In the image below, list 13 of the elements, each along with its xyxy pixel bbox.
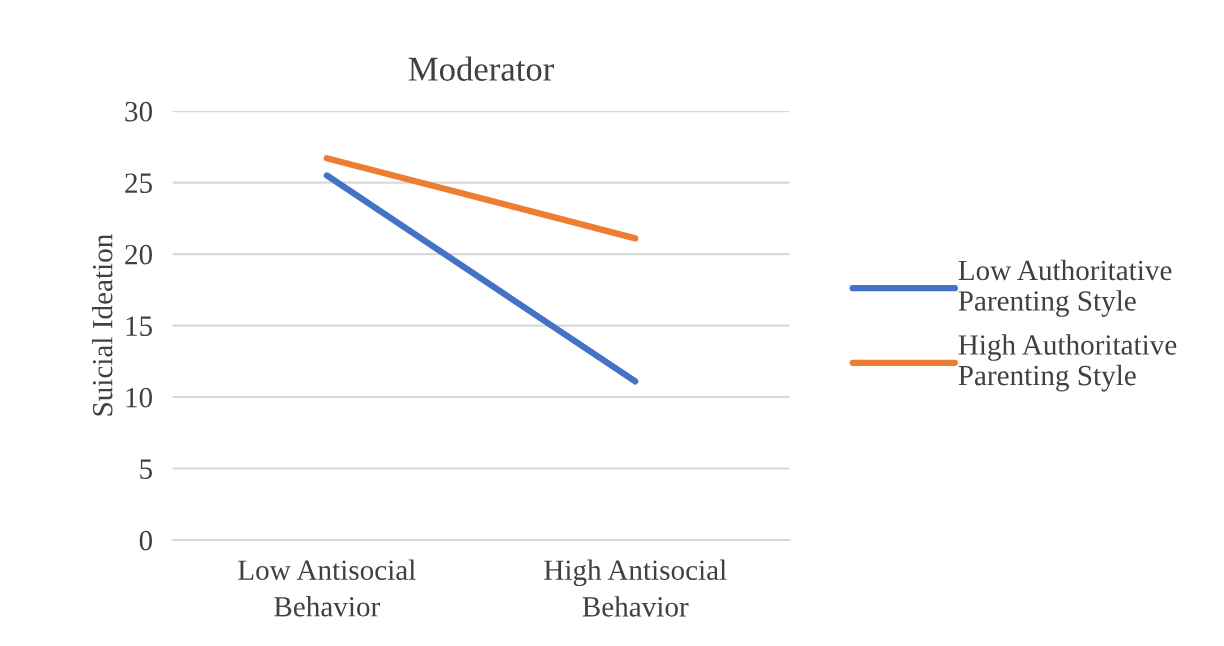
- legend-label: Low Authoritative Parenting Style: [958, 259, 1172, 317]
- y-tick-label: 30: [125, 101, 153, 122]
- y-tick-label: 25: [125, 173, 152, 194]
- x-tick-label: Low Antisocial Behavior: [238, 559, 416, 617]
- y-tick-label: 5: [140, 459, 152, 479]
- y-tick-label: 0: [139, 530, 153, 551]
- y-axis-title: Suicial Ideation: [91, 234, 113, 416]
- chart-title: Moderator: [408, 56, 554, 81]
- legend-label: High Authoritative Parenting Style: [958, 334, 1177, 392]
- y-tick-label: 15: [126, 316, 152, 336]
- y-tick-label: 20: [125, 244, 153, 265]
- x-tick-label: High Antisocial Behavior: [544, 559, 727, 617]
- y-tick-label: 10: [126, 387, 153, 408]
